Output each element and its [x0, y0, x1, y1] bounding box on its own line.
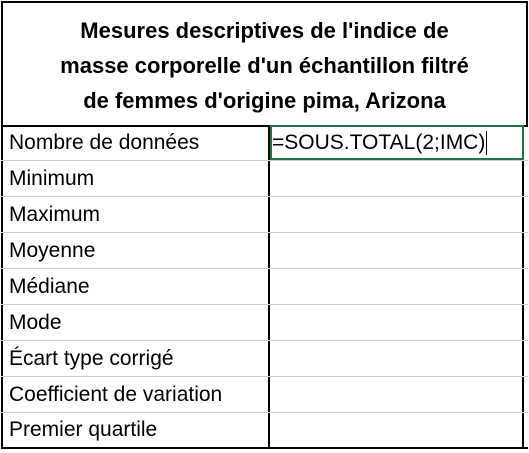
title-line-2: masse corporelle d'un échantillon filtré [60, 52, 469, 78]
label-cell[interactable]: Maximum [1, 197, 270, 232]
text-cursor [486, 130, 488, 155]
table-row-stddev: Écart type corrigé [1, 341, 528, 377]
label-cell[interactable]: Médiane [1, 269, 270, 304]
label-cell[interactable]: Nombre de données [1, 125, 270, 160]
label-cell[interactable]: Coefficient de variation [1, 377, 270, 412]
table-row-minimum: Minimum [1, 161, 528, 197]
table-row-mean: Moyenne [1, 233, 528, 269]
value-cell[interactable] [270, 305, 524, 340]
title-cell[interactable]: Mesures descriptives de l'indice de mass… [1, 1, 528, 127]
table-row-cv: Coefficient de variation [1, 377, 528, 413]
label-cell[interactable]: Premier quartile [1, 413, 270, 447]
table-row-q1: Premier quartile [1, 413, 528, 449]
stats-table: Nombre de données =SOUS.TOTAL(2;IMC) Min… [1, 125, 528, 449]
title-line-1: Mesures descriptives de l'indice de [80, 17, 449, 43]
title-line-3: de femmes d'origine pima, Arizona [83, 87, 446, 113]
value-cell[interactable] [270, 341, 524, 376]
label-cell[interactable]: Mode [1, 305, 270, 340]
formula-text: =SOUS.TOTAL(2;IMC) [272, 130, 486, 154]
label-cell[interactable]: Moyenne [1, 233, 270, 268]
value-cell[interactable] [270, 413, 524, 447]
table-row-median: Médiane [1, 269, 528, 305]
value-cell[interactable] [270, 161, 524, 196]
table-title: Mesures descriptives de l'indice de mass… [60, 11, 469, 118]
active-formula-cell[interactable]: =SOUS.TOTAL(2;IMC) [270, 125, 524, 160]
value-cell[interactable] [270, 377, 524, 412]
value-cell[interactable] [270, 269, 524, 304]
table-row-count: Nombre de données =SOUS.TOTAL(2;IMC) [1, 125, 528, 161]
label-cell[interactable]: Minimum [1, 161, 270, 196]
value-cell[interactable] [270, 197, 524, 232]
label-cell[interactable]: Écart type corrigé [1, 341, 270, 376]
table-row-mode: Mode [1, 305, 528, 341]
value-cell[interactable] [270, 233, 524, 268]
table-row-maximum: Maximum [1, 197, 528, 233]
